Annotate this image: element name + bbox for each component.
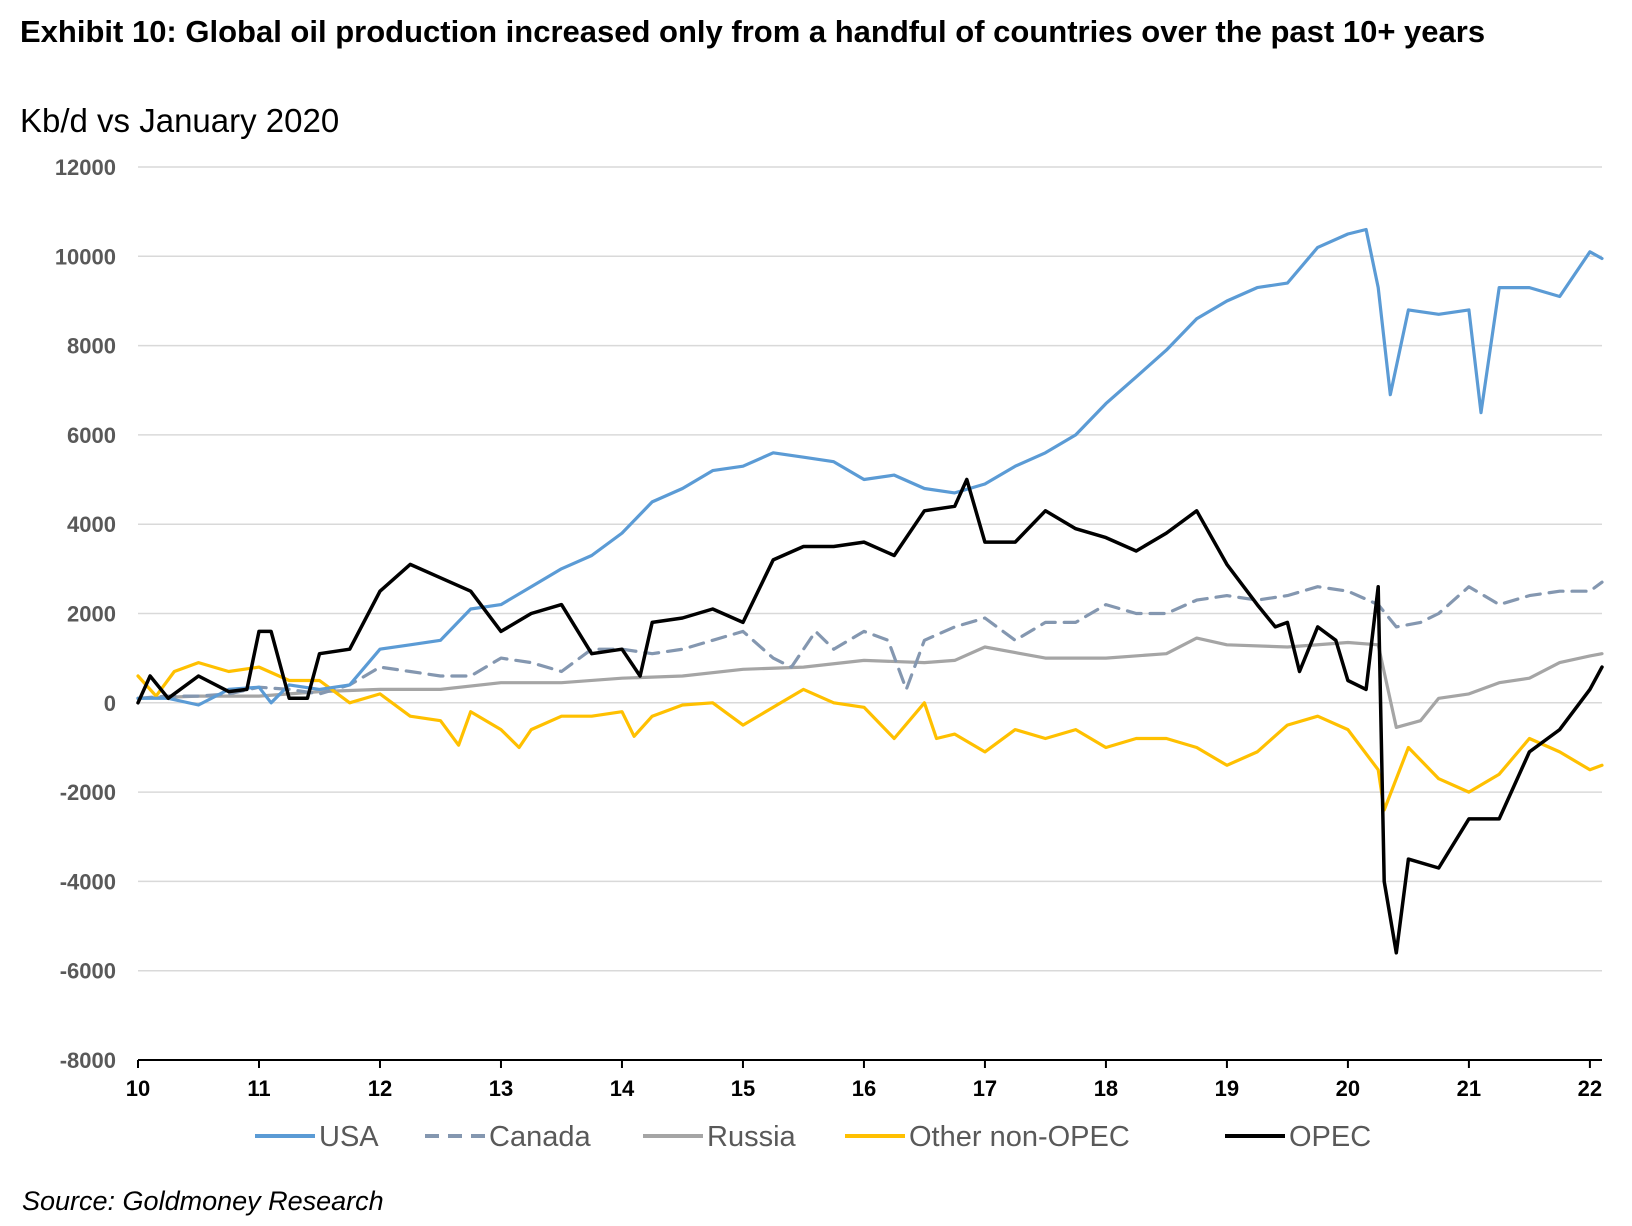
y-tick-label: 12000 — [55, 155, 116, 180]
y-tick-label: -8000 — [60, 1048, 116, 1073]
gridlines — [138, 166, 1602, 972]
x-tick-label: 16 — [852, 1076, 876, 1101]
y-tick-label: -2000 — [60, 780, 116, 805]
x-tick-label: 17 — [973, 1076, 997, 1101]
legend: USA Canada Russia Other non-OPEC OPEC — [255, 1121, 1371, 1153]
x-tick-label: 18 — [1094, 1076, 1118, 1101]
x-tick-label: 22 — [1578, 1076, 1602, 1101]
series-line-canada — [136, 580, 1604, 700]
x-axis: 10 11 12 13 14 15 16 17 18 19 20 21 22 — [126, 1059, 1602, 1101]
legend-label: Other non-OPEC — [909, 1121, 1130, 1153]
y-tick-label: 4000 — [67, 512, 116, 537]
series-line-russia — [136, 636, 1604, 729]
series-line-opec — [136, 477, 1604, 955]
chart-title: Exhibit 10: Global oil production increa… — [20, 14, 1486, 49]
x-tick-label: 19 — [1215, 1076, 1239, 1101]
legend-label: Canada — [489, 1121, 591, 1153]
y-tick-label: 0 — [104, 691, 116, 716]
x-tick-label: 13 — [489, 1076, 513, 1101]
x-tick-label: 14 — [610, 1076, 635, 1101]
x-tick-label: 12 — [368, 1076, 392, 1101]
x-tick-label: 10 — [126, 1076, 150, 1101]
y-tick-label: -6000 — [60, 959, 116, 984]
source-note: Source: Goldmoney Research — [22, 1186, 384, 1216]
y-tick-label: -4000 — [60, 869, 116, 894]
x-tick-label: 20 — [1336, 1076, 1360, 1101]
legend-label: USA — [319, 1121, 379, 1153]
y-axis-ticks: -8000 -6000 -4000 -2000 0 2000 4000 6000 8000 100… — [55, 155, 116, 1073]
x-tick-label: 21 — [1457, 1076, 1481, 1101]
y-tick-label: 6000 — [67, 423, 116, 448]
chart-subtitle: Kb/d vs January 2020 — [20, 102, 340, 139]
series-line-other-non-opec — [136, 661, 1604, 812]
x-tick-label: 11 — [247, 1076, 270, 1101]
legend-label: OPEC — [1289, 1121, 1371, 1153]
y-tick-label: 2000 — [67, 602, 116, 627]
x-tick-label: 15 — [731, 1076, 755, 1101]
legend-label: Russia — [707, 1121, 797, 1153]
series-lines — [136, 227, 1604, 955]
y-tick-label: 10000 — [55, 244, 116, 269]
y-tick-label: 8000 — [67, 334, 116, 359]
series-line-usa — [136, 227, 1604, 707]
